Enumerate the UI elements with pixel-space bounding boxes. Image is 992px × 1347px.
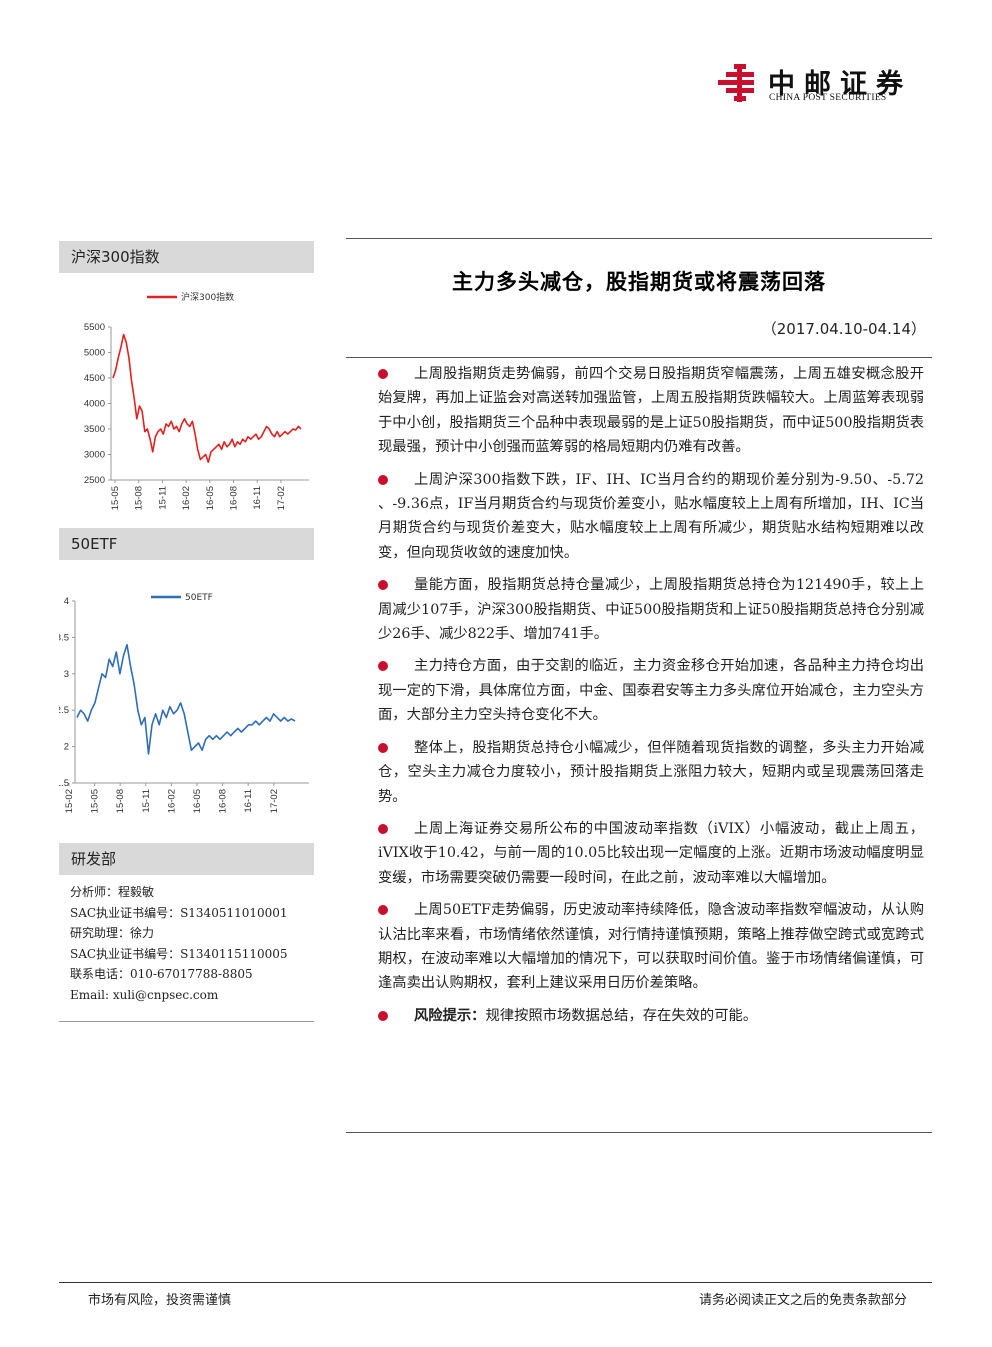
bullet-item: 上周50ETF走势偏弱，历史波动率持续降低，隐含波动率指数窄幅波动，从认购认沽比… [378,902,924,992]
x-tick-label: 15-11 [157,486,168,510]
y-tick-label: 1.5 [59,778,69,789]
y-tick-label: 3.5 [59,632,69,643]
chart2-header: 50ETF [59,528,314,560]
etf50-chart-svg: 50ETF 1.5 2 2.5 3 3.5 4 15-02 15-05 15-08 15-11 16-… [59,593,309,813]
x-tick-label: 15-05 [110,486,121,510]
y-tick-label: 3500 [84,424,105,435]
bullet-dot-icon [378,580,388,591]
risk-text: 规律按照市场数据总结，存在失效的可能。 [485,1007,758,1024]
bullet-item: 主力持仓方面，由于交割的临近，主力资金移仓开始加速，各品种主力持仓均出现一定的下… [378,658,924,724]
footer-disclaimer-note: 请务必阅读正文之后的免责条款部分 [698,1293,907,1308]
bullet-dot-icon [378,369,388,379]
china-post-logo-icon [718,64,754,102]
x-tick-label: 16-08 [218,789,229,813]
hs300-chart-svg: 沪深300指数 2500 3000 3500 4000 4500 5000 5500 15-05… [84,291,309,510]
bullet-dot-icon [378,1010,388,1021]
x-tick-label: 16-02 [181,486,192,510]
analyst-cert: SAC执业证书编号：S1340511010001 [70,905,288,920]
y-tick-label: 3 [64,669,69,680]
company-logo: 中邮证券 CHINA POST SECURITIES [718,62,908,108]
risk-warning: 风险提示：规律按照市场数据总结，存在失效的可能。 [378,1004,924,1028]
y-tick-label: 5000 [84,348,105,359]
logo-name-cn: 中邮证券 [768,69,912,100]
chart1-header: 沪深300指数 [59,241,314,273]
x-tick-label: 16-11 [252,486,263,510]
bullet-item: 上周股指期货走势偏弱，前四个交易日股指期货窄幅震荡，上周五雄安概念股开始复牌，再… [378,366,924,456]
y-tick-label: 3000 [84,450,105,461]
bullet-item: 整体上，股指期货总持仓小幅减少，但伴随着现货指数的调整，多头主力开始减仓，空头主… [378,739,924,805]
x-tick-label: 16-05 [192,789,203,813]
y-tick-label: 4 [64,596,69,607]
legend-label: 50ETF [185,593,213,603]
analyst-info: 分析师：程毅敏 SAC执业证书编号：S1340511010001 研究助理：徐力… [70,882,315,1005]
title-bottom-rule [346,357,932,358]
x-tick-label: 17-02 [269,789,280,813]
contact-email: Email: xuli@cnpsec.com [70,987,219,1002]
y-tick-label: 2 [64,742,69,753]
x-tick-label: 16-08 [229,486,240,510]
bullet-item: 量能方面，股指期货总持仓量减少，上周股指期货总持仓为121490手，较上上周减少… [378,577,924,643]
bullet-dot-icon [378,905,388,916]
bullet-item: 上周上海证券交易所公布的中国波动率指数（iVIX）小幅波动，截止上周五，iVIX… [378,820,924,886]
x-tick-label: 15-08 [115,789,126,813]
x-tick-label: 15-02 [64,789,75,813]
bullet-item: 上周沪深300指数下跌，IF、IH、IC当月合约的期现价差分别为-9.50、-5… [378,471,924,561]
x-tick-label: 17-02 [276,486,287,510]
y-tick-label: 2.5 [59,705,69,716]
assistant-cert: SAC执业证书编号：S1340115110005 [70,946,288,961]
research-header: 研发部 [59,843,314,875]
summary-bullets: 上周股指期货走势偏弱，前四个交易日股指期货窄幅震荡，上周五雄安概念股开始复牌，再… [378,362,924,1036]
analyst-name: 分析师：程毅敏 [70,885,155,899]
bullet-dot-icon [378,742,388,753]
content-bottom-rule [346,1132,932,1133]
y-tick-label: 5500 [84,322,105,333]
x-tick-label: 15-11 [141,789,152,813]
sidebar-divider [59,1021,314,1022]
series-line [112,333,302,463]
x-tick-label: 16-05 [205,486,216,510]
y-tick-label: 2500 [84,475,105,486]
contact-phone: 联系电话：010-67017788-8805 [70,967,253,981]
risk-label: 风险提示： [414,1007,486,1024]
y-tick-label: 4500 [84,373,105,384]
y-tick-label: 4000 [84,399,105,410]
footer-risk-note: 市场有风险，投资需谨慎 [88,1293,232,1308]
logo-name-en: CHINA POST SECURITIES [769,93,887,103]
x-tick-label: 15-08 [134,486,145,510]
assistant-name: 研究助理：徐力 [70,926,155,940]
series-line [76,643,296,755]
legend-label: 沪深300指数 [181,291,234,303]
bullet-dot-icon [378,823,388,834]
hs300-chart: 沪深300指数 2500 3000 3500 4000 4500 5000 5500 15-05… [59,280,314,520]
etf50-chart: 50ETF 1.5 2 2.5 3 3.5 4 15-02 15-05 15-08 15-11 16-… [59,585,314,830]
x-tick-label: 15-05 [90,789,101,813]
bullet-dot-icon [378,661,388,672]
report-date-range: （2017.04.10-04.14） [761,320,926,338]
bullet-dot-icon [378,474,388,485]
report-title: 主力多头减仓，股指期货或将震荡回落 [452,270,826,294]
x-tick-label: 16-11 [243,789,254,813]
title-top-rule [346,238,932,239]
x-tick-label: 16-02 [166,789,177,813]
footer-rule [59,1282,932,1283]
